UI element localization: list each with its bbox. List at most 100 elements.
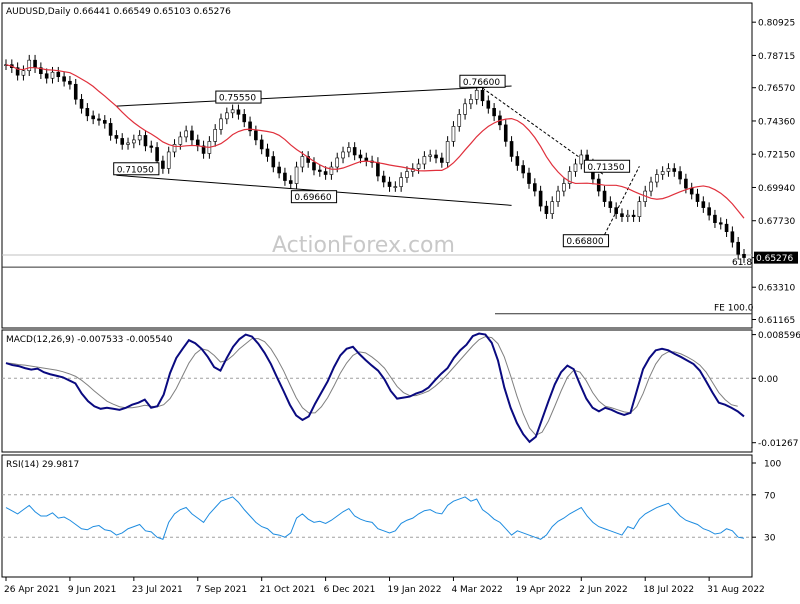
macd-line [5,332,745,444]
candle-body [445,141,450,163]
candle-body [329,166,334,175]
candle-body [79,98,84,109]
candle-body [219,118,223,130]
candle-body [254,130,258,141]
candle-body [184,130,188,138]
macd-signal-line [5,336,738,436]
candle-body [201,145,206,154]
candle-body [556,190,560,202]
candle-body [672,168,677,172]
macd-tick-label: -0.01267 [758,439,798,449]
candle-body [306,156,310,163]
candle-body [358,154,363,159]
candle-body [440,157,444,163]
candle-body [236,109,241,115]
candle-body [294,166,299,184]
fe-100-label: FE 100.0 [714,304,754,314]
candle-body [689,187,694,195]
price-panel-frame [1,2,753,329]
price-annotation-label: 0.71050 [117,165,154,175]
candle-body [724,223,729,233]
rsi-layer: 100 70 30 [2,460,781,544]
candle-body [573,163,578,172]
price-tick-label: 0.67730 [758,217,795,227]
candle-body [230,109,235,114]
x-tick-label: 26 Apr 2021 [4,585,60,595]
candle-body [137,135,142,141]
candle-body [428,154,433,157]
candle-body [562,183,566,192]
candle-body [550,201,555,214]
x-tick-label: 9 Jun 2021 [68,585,116,595]
candle-body [288,180,293,184]
candle-body [15,67,20,76]
upper-channel-line [116,85,512,107]
x-tick-label: 23 Jul 2021 [132,585,183,595]
candle-body [376,162,380,177]
candle-body [480,89,485,102]
candle-body [614,207,618,214]
candle-body [416,163,421,169]
candle-body [538,190,543,207]
x-tick-label: 7 Sep 2021 [196,585,247,595]
candle-body [620,213,624,217]
candle-body [422,156,427,165]
candle-body [503,124,508,142]
candle-body [527,172,531,184]
price-annotation-label: 0.71350 [587,163,624,173]
candle-body [509,141,514,157]
candle-body [625,214,630,217]
price-tick-label: 0.63310 [758,284,795,294]
candle-body [225,112,229,120]
candle-body [399,177,403,187]
price-tick-label: 0.61165 [758,316,795,326]
candle-body [73,83,78,100]
candle-body [248,121,252,132]
price-tick-label: 0.74360 [758,117,795,127]
candle-body [62,76,66,82]
candle-body [323,171,328,175]
candle-body [21,70,26,76]
candle-body [457,114,462,127]
candle-body [579,154,584,165]
price-annotation-box [290,190,338,204]
macd-tick-label: 0.008596 [758,331,800,341]
price-tick-label: 0.78715 [758,52,795,62]
candle-body [655,174,659,183]
candle-body [300,156,305,168]
price-annotation-label: 0.66800 [566,237,603,247]
candle-body [97,118,101,121]
candle-body [608,201,613,208]
macd-tick-label: 0.00 [758,375,778,385]
rsi-title: RSI(14) 29.9817 [6,460,79,470]
candle-body [736,241,740,255]
candle-body [341,151,345,159]
candle-body [172,144,177,153]
rsi-line [5,496,745,540]
candle-body [120,138,125,145]
x-tick-label: 4 Mar 2022 [451,585,502,595]
candle-body [39,67,43,75]
macd-panel-frame [1,329,753,453]
price-annotation-box [562,234,610,248]
candle-body [474,89,479,100]
candle-body [27,59,32,72]
candle-body [56,71,61,78]
candle-body [718,222,723,225]
price-layer: 0.80925 0.78715 0.76570 0.74360 0.72150 0.699… [2,19,798,326]
watermark: ActionForex.com [272,233,455,258]
candle-body [393,186,398,188]
candle-body [195,139,200,147]
candle-body [271,156,276,168]
fib-618-label: 61.8 [732,258,752,268]
macd-title: MACD(12,26,9) -0.007533 -0.005540 [6,335,173,345]
price-tick-label: 0.80925 [758,19,795,29]
x-tick-label: 19 Apr 2022 [515,585,571,595]
candle-body [405,171,409,178]
rsi-tick-label: 70 [764,491,776,501]
candle-body [277,166,281,174]
candle-body [631,214,636,217]
price-annotation-box [113,162,160,176]
price-annotation-label: 0.76600 [463,78,500,88]
x-axis: 26 Apr 2021 9 Jun 2021 23 Jul 2021 7 Sep 20… [4,577,765,595]
